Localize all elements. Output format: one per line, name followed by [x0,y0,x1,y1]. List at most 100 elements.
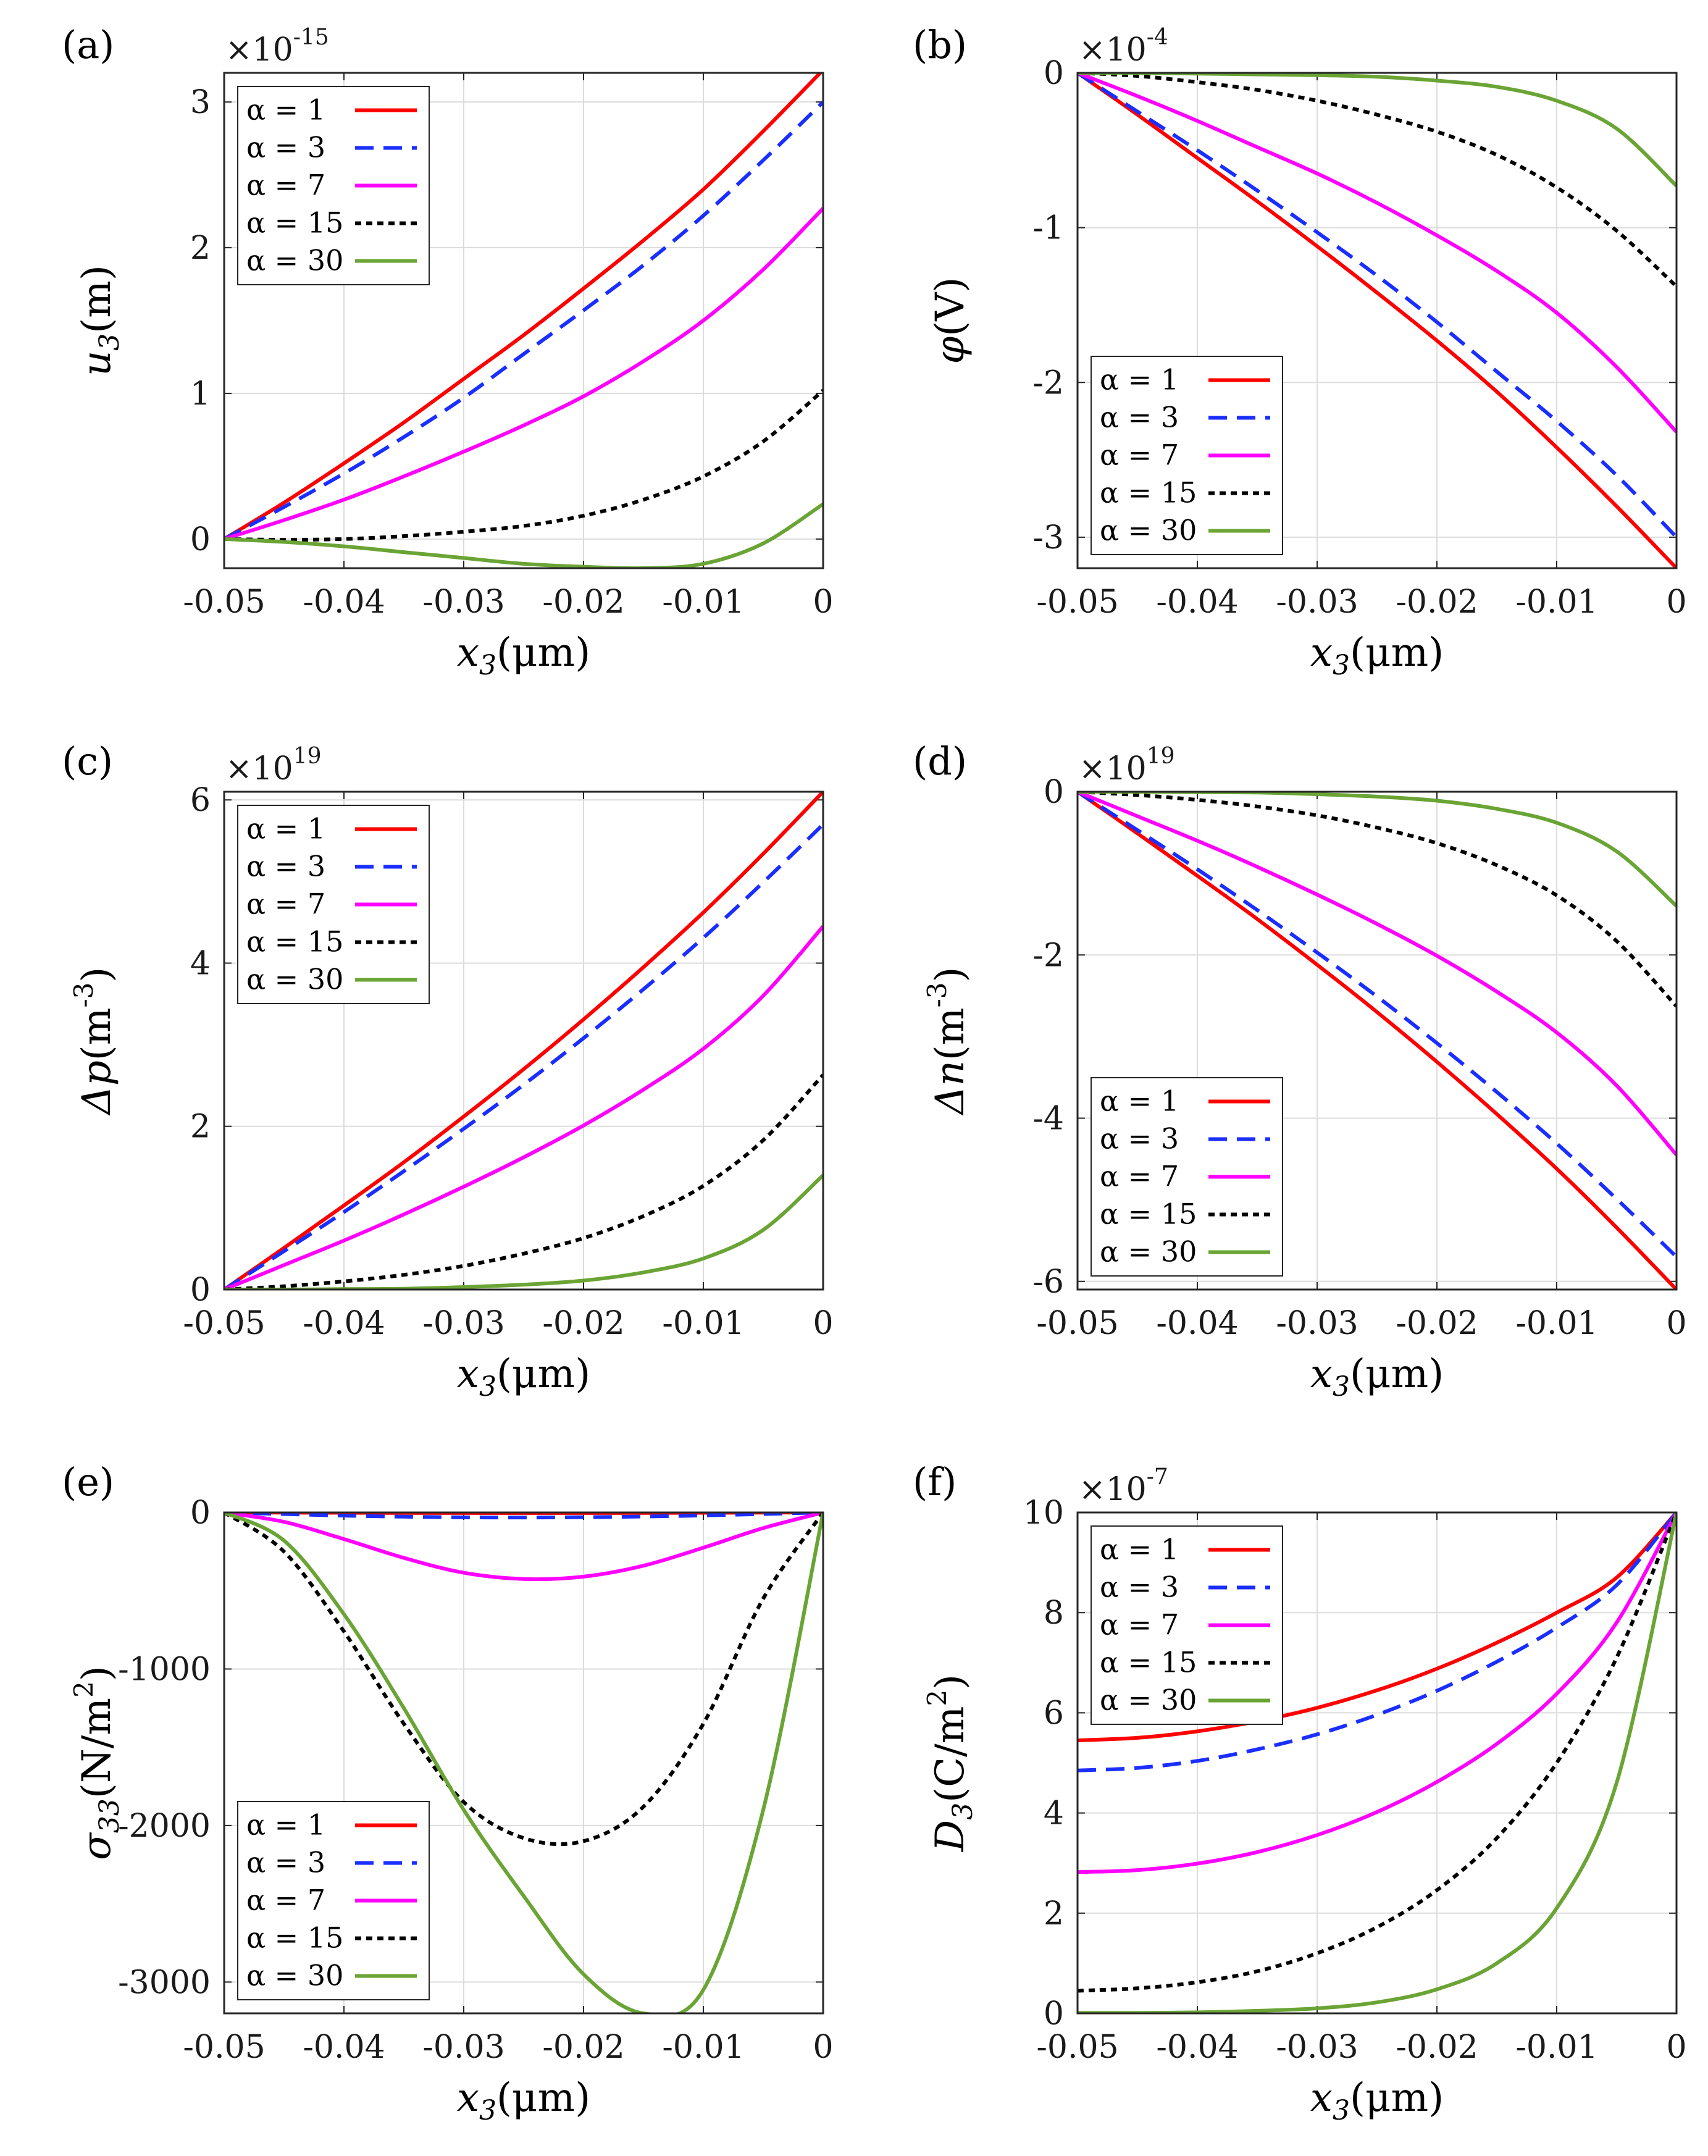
y-tick-label: -2 [1032,364,1064,401]
y-axis-label: Δp(m-3) [69,967,120,1117]
series-line-alpha-15 [1078,73,1677,288]
multiplier-base: ×10 [1079,750,1147,787]
y-axis-label: φ(V) [927,277,973,364]
legend-label: α = 3 [1100,1122,1179,1156]
legend-label: α = 3 [1100,401,1179,434]
x-tick-label: -0.02 [1396,2029,1478,2066]
y-axis-label: Δn(m-3) [922,967,973,1117]
x-axis-subscript: 3 [479,650,496,681]
y-axis-unit: (m) [74,265,120,333]
y-axis-close-paren: ) [927,967,973,983]
y-tick-label: 4 [190,945,211,982]
x-tick-label: -0.05 [1036,1305,1118,1342]
y-tick-label: -2 [1032,937,1064,974]
y-tick-label: 2 [190,230,211,267]
legend-label: α = 1 [246,1808,325,1842]
x-tick-label: -0.04 [1156,2029,1238,2066]
multiplier-base: ×10 [1079,31,1147,69]
x-tick-label: -0.01 [662,584,744,621]
legend: α = 1 α = 3 α = 7 α = 15 α = 30 [1091,356,1283,555]
legend-label: α = 30 [1100,514,1197,547]
x-axis-symbol: x [1310,1351,1333,1397]
y-axis-symbol: φ [927,336,973,364]
x-axis-subscript: 3 [1333,650,1350,681]
axes-box [1076,72,1678,569]
x-tick-label: -0.04 [1156,584,1238,621]
series-group [1078,1512,1677,2013]
legend-label: α = 15 [246,925,343,958]
y-axis-superscript: -3 [69,983,99,1008]
y-tick-label: 8 [1044,1595,1064,1632]
y-axis-close-paren: ) [74,1666,120,1681]
y-tick-label: 0 [190,1272,211,1309]
y-axis-close-paren: ) [927,1674,973,1690]
legend-label: α = 1 [1100,1084,1179,1118]
panel-label: (d) [913,739,967,784]
series-group [1078,792,1677,1290]
y-tick-label: 10 [1023,1495,1064,1532]
legend-label: α = 1 [1100,363,1179,396]
series-group [224,73,823,568]
legend-label: α = 15 [246,206,343,240]
x-axis-symbol: x [1310,630,1333,676]
series-line-alpha-7 [224,1512,823,1582]
y-axis-symbol: Δn [927,1060,973,1116]
legend: α = 1 α = 3 α = 7 α = 15 α = 30 [1091,1525,1283,1725]
legend-label: α = 7 [1100,1160,1179,1193]
series-line-alpha-7 [224,925,823,1290]
legend-label: α = 7 [246,169,325,202]
x-axis-label: x3(μm) [457,2075,590,2126]
series-line-alpha-1 [1078,1512,1677,1742]
x-axis-label: x3(μm) [1310,2075,1444,2126]
x-tick-label: -0.04 [303,2029,385,2066]
y-tick-label: 2 [190,1109,211,1146]
y-tick-label: 0 [1044,774,1064,811]
x-tick-label: 0 [1666,584,1686,621]
x-tick-label: -0.02 [542,1305,624,1342]
legend-label: α = 3 [246,1846,325,1879]
legend-label: α = 15 [1100,476,1197,510]
y-axis-subscript: 3 [94,333,125,351]
y-tick-label: -3 [1032,519,1064,556]
axes-box [223,1511,824,2015]
series-line-alpha-3 [1078,73,1677,539]
series-line-alpha-1 [1078,73,1677,568]
x-tick-label: -0.02 [542,2029,624,2066]
series-line-alpha-15 [1078,1512,1677,1993]
panel-label: (c) [62,739,113,784]
x-tick-label: -0.05 [1036,2029,1118,2066]
x-axis-unit: (μm) [1350,1351,1444,1397]
legend-label: α = 3 [246,131,325,164]
y-tick-label: -3000 [118,1964,211,2001]
series-line-alpha-30 [224,502,823,568]
panel-label: (f) [913,1459,957,1504]
x-tick-label: -0.03 [422,584,504,621]
x-axis-subscript: 3 [1333,2095,1350,2126]
y-axis-label: D3(C/m2) [922,1674,979,1852]
y-axis-symbol: σ [74,1832,120,1860]
x-axis-symbol: x [457,2075,479,2121]
panel-e: -0.05 -0.04 -0.03 -0.02 -0.01 0 0 -1000 -2000 -30… [62,1459,834,2126]
series-line-alpha-30 [1078,1512,1677,2013]
legend-label: α = 7 [1100,438,1179,472]
x-axis-subscript: 3 [479,2095,496,2126]
panel-a: -0.05 -0.04 -0.03 -0.02 -0.01 0 0 1 2 3 α = 1 α = 3… [62,22,834,681]
legend-label: α = 1 [1100,1533,1179,1566]
x-axis-label: x3(μm) [457,1351,590,1403]
y-axis-symbol: u [74,351,120,376]
y-tick-label: 0 [190,521,211,558]
x-axis-label: x3(μm) [457,630,590,681]
y-tick-label: 0 [1044,1995,1064,2032]
panel-label: (e) [62,1459,114,1504]
x-axis-label: x3(μm) [1310,1351,1444,1403]
series-line-alpha-3 [224,101,823,541]
legend-label: α = 15 [246,1921,343,1955]
legend-label: α = 1 [246,93,325,127]
x-tick-label: -0.05 [183,1305,265,1342]
legend-label: α = 7 [1100,1608,1179,1642]
x-tick-label: -0.03 [1276,2029,1358,2066]
x-axis-unit: (μm) [496,2075,590,2121]
x-tick-label: -0.02 [1396,1305,1478,1342]
legend-label: α = 7 [246,887,325,921]
x-tick-label: 0 [813,1305,833,1342]
